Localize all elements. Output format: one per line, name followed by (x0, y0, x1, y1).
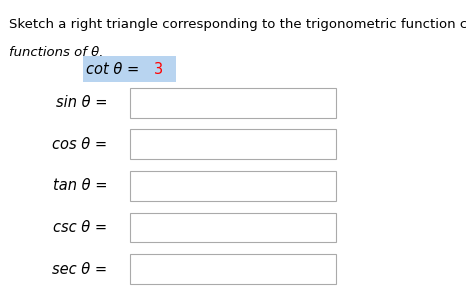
FancyBboxPatch shape (130, 88, 336, 118)
FancyBboxPatch shape (130, 171, 336, 201)
Text: functions of θ.: functions of θ. (9, 46, 104, 59)
Text: csc θ =: csc θ = (53, 220, 107, 235)
FancyBboxPatch shape (130, 254, 336, 284)
Text: tan θ =: tan θ = (53, 178, 107, 193)
Text: cot θ =: cot θ = (86, 62, 144, 77)
Text: sin θ =: sin θ = (55, 95, 107, 110)
Text: 3: 3 (154, 62, 163, 77)
Text: Sketch a right triangle corresponding to the trigonometric function c: Sketch a right triangle corresponding to… (9, 18, 466, 31)
FancyBboxPatch shape (130, 213, 336, 242)
FancyBboxPatch shape (130, 130, 336, 160)
FancyBboxPatch shape (83, 56, 177, 82)
Text: sec θ =: sec θ = (52, 261, 107, 277)
Text: cos θ =: cos θ = (52, 137, 107, 152)
